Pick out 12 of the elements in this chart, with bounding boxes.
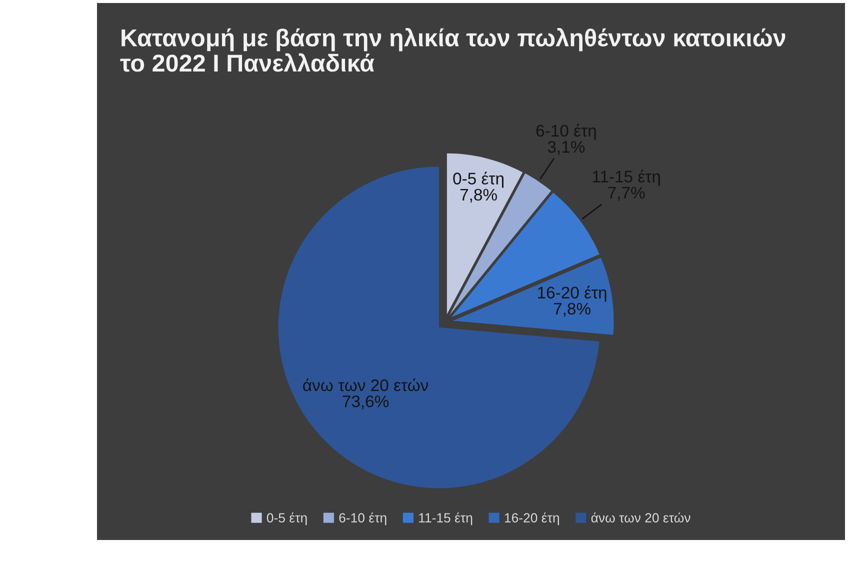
chart-title: Κατανομή με βάση την ηλικία των πωληθέντων κατοικιών το 2022 I Πανελλαδικά: [120, 28, 786, 72]
legend-label: άνω των 20 ετών: [591, 512, 690, 523]
data-label: 7,8%: [554, 302, 590, 317]
legend-label: 6-10 έτη: [339, 512, 386, 526]
legend-label: 16-20 έτη: [504, 512, 559, 526]
legend-label: 0-5 έτη: [266, 512, 307, 526]
slice-label: 0-5 έτη: [453, 172, 504, 188]
slice-label: άνω των 20 ετών: [303, 378, 428, 392]
slice-label: 16-20 έτη: [538, 286, 606, 302]
legend-label: 11-15 έτη: [419, 512, 472, 526]
data-label: 73,6%: [342, 396, 389, 410]
data-label: 7,8%: [460, 188, 497, 203]
